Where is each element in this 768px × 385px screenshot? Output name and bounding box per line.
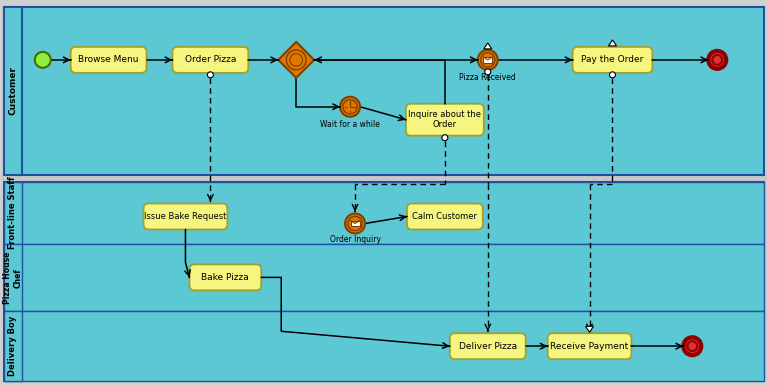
Bar [4,7,764,175]
Bar [4,182,764,244]
Text: Delivery Boy: Delivery Boy [8,316,18,377]
Circle shape [708,51,727,69]
Circle shape [684,337,701,355]
Text: Deliver Pizza: Deliver Pizza [458,342,517,351]
Text: Wait for a while: Wait for a while [320,120,380,129]
Text: Order Inquiry: Order Inquiry [329,236,381,244]
FancyBboxPatch shape [450,333,525,359]
Text: Customer: Customer [8,66,18,115]
Bar [4,244,22,311]
Bar [1,175,767,182]
Bar [4,311,22,381]
Circle shape [478,50,498,70]
Text: Issue Bake Request: Issue Bake Request [144,212,227,221]
Polygon shape [608,40,617,46]
FancyBboxPatch shape [190,264,261,290]
Text: Browse Menu: Browse Menu [78,55,139,64]
Circle shape [35,52,51,68]
Text: Pay the Order: Pay the Order [581,55,644,64]
Polygon shape [585,326,594,332]
Circle shape [290,54,303,66]
Bar [4,182,764,381]
FancyBboxPatch shape [173,47,248,73]
Text: Receive Payment: Receive Payment [551,342,629,351]
Bar [4,7,22,175]
Text: Front-line Staff: Front-line Staff [8,177,18,249]
Circle shape [712,55,722,65]
Text: Order Pizza: Order Pizza [184,55,236,64]
Polygon shape [484,43,492,49]
Circle shape [207,72,214,78]
Text: Pizza Received: Pizza Received [459,73,516,82]
Bar [4,182,22,244]
Bar [4,311,764,381]
Text: Pizza House
Chef: Pizza House Chef [3,252,22,304]
Circle shape [340,97,360,117]
Circle shape [610,72,615,78]
FancyBboxPatch shape [71,47,147,73]
Bar [350,221,359,226]
FancyBboxPatch shape [144,204,227,229]
Text: Bake Pizza: Bake Pizza [201,273,250,282]
FancyBboxPatch shape [548,333,631,359]
Text: Calm Customer: Calm Customer [412,212,478,221]
Text: Inquire about the
Order: Inquire about the Order [409,110,482,129]
Bar [483,57,492,63]
Bar [4,244,764,311]
Circle shape [485,69,491,75]
FancyBboxPatch shape [573,47,652,73]
FancyBboxPatch shape [407,204,483,229]
Polygon shape [278,42,314,78]
Circle shape [442,135,448,141]
Circle shape [687,341,697,351]
FancyBboxPatch shape [406,104,484,136]
Circle shape [345,214,365,233]
